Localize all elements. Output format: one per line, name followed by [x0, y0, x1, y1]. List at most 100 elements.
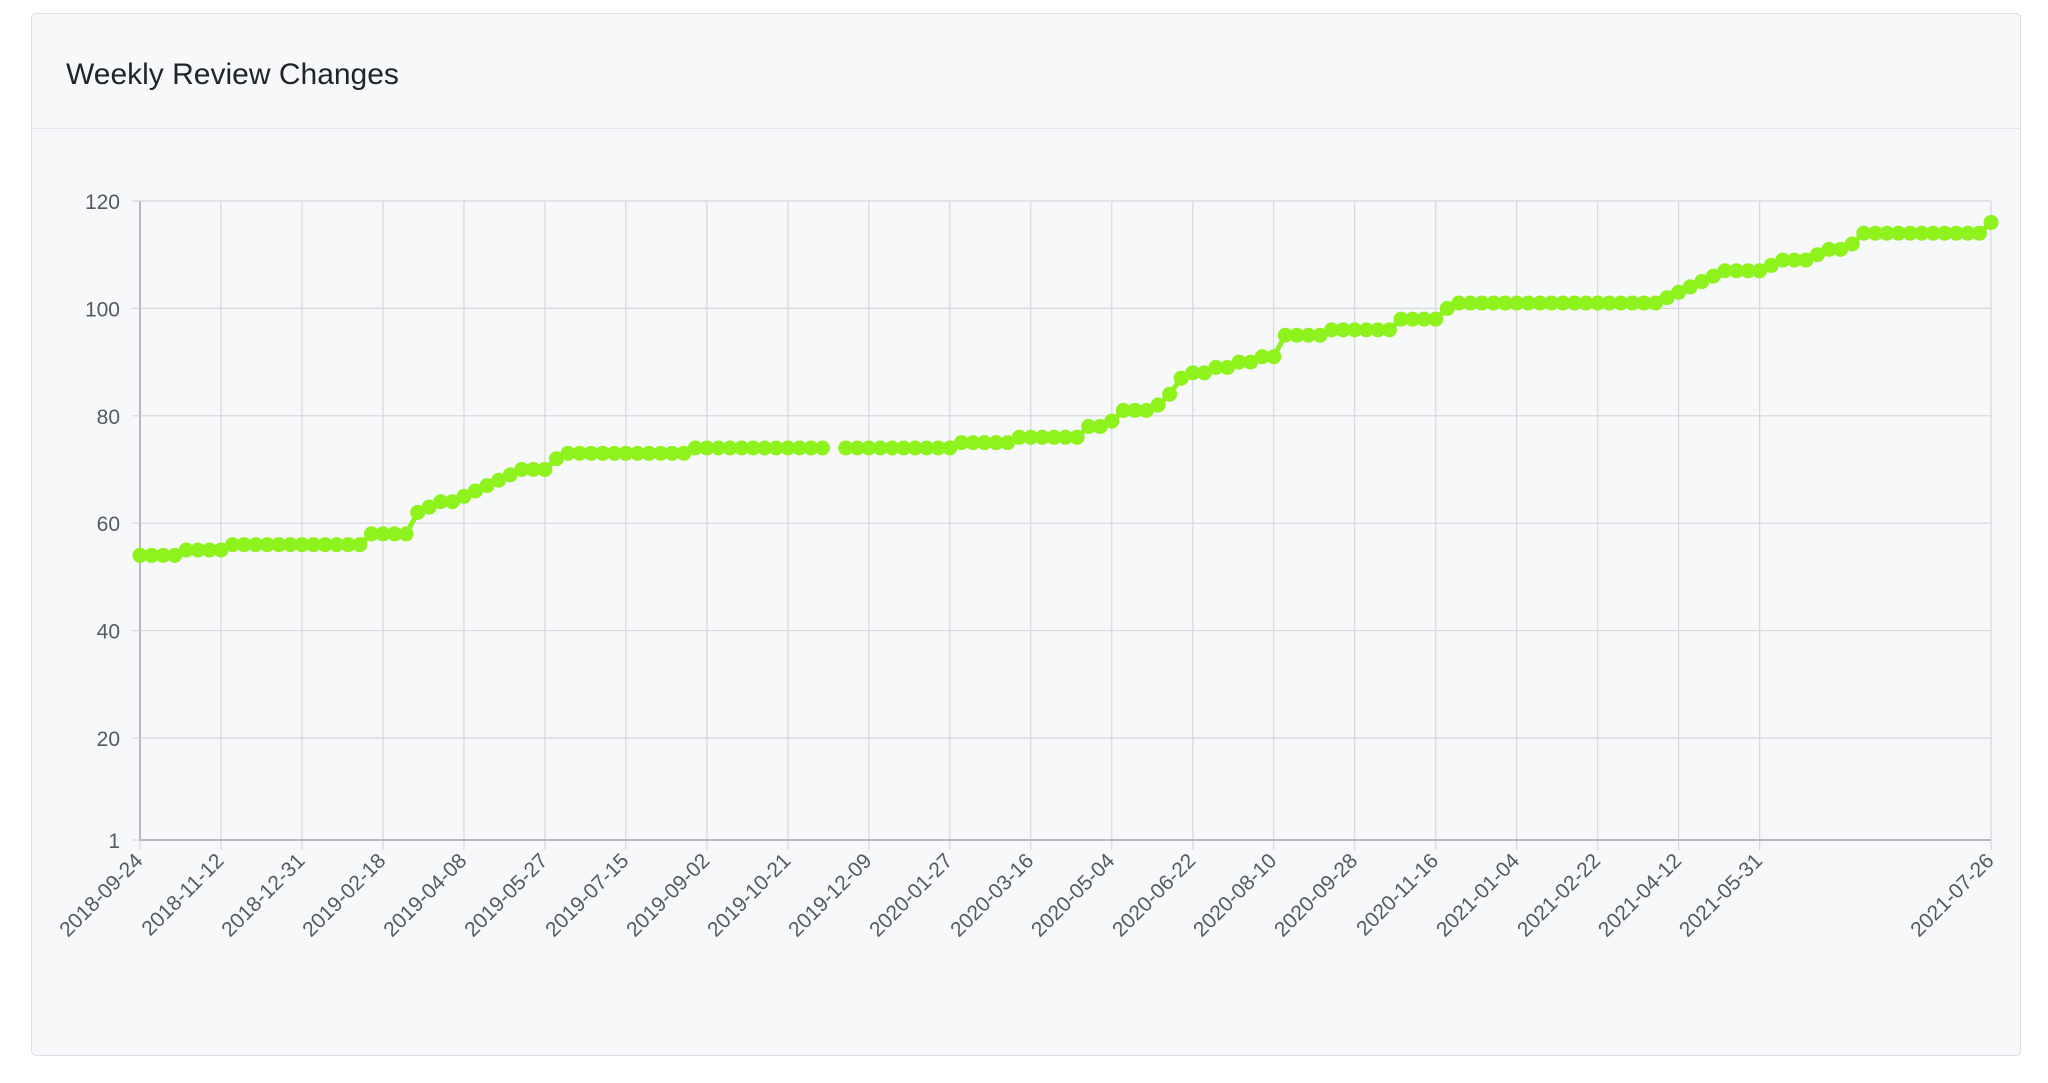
data-point	[1925, 225, 1941, 241]
data-point	[849, 440, 865, 456]
data-points	[132, 214, 1999, 563]
data-point	[1613, 295, 1629, 311]
data-point	[398, 526, 414, 542]
data-point	[1462, 295, 1478, 311]
x-tick-label: 2020-05-04	[1027, 849, 1119, 941]
data-point	[1428, 311, 1444, 327]
y-tick-label: 80	[97, 406, 120, 429]
data-point	[1358, 322, 1374, 338]
data-point	[988, 435, 1004, 451]
data-point	[1046, 429, 1062, 445]
data-point	[456, 488, 472, 504]
data-point	[803, 440, 819, 456]
data-point	[780, 440, 796, 456]
data-point	[1347, 322, 1363, 338]
data-point	[1173, 370, 1189, 386]
data-point	[710, 440, 726, 456]
y-tick-label: 60	[97, 513, 120, 536]
data-point	[595, 445, 611, 461]
data-point	[791, 440, 807, 456]
data-point	[1185, 365, 1201, 381]
data-point	[340, 537, 356, 553]
data-point	[1624, 295, 1640, 311]
x-tick-label: 2019-04-08	[379, 849, 471, 941]
data-point	[1208, 359, 1224, 375]
data-point	[1532, 295, 1548, 311]
data-point	[930, 440, 946, 456]
data-point	[1127, 402, 1143, 418]
data-point	[525, 461, 541, 477]
data-point	[1948, 225, 1964, 241]
data-point	[1474, 295, 1490, 311]
data-point	[618, 445, 634, 461]
data-point	[1416, 311, 1432, 327]
data-point	[548, 451, 564, 467]
data-point	[1705, 268, 1721, 284]
x-tick-label: 2018-09-24	[55, 849, 147, 941]
data-point	[225, 537, 241, 553]
chart-card: Weekly Review Changes	[31, 13, 2021, 1056]
data-point	[1069, 429, 1085, 445]
data-point	[1277, 327, 1293, 343]
data-point	[1567, 295, 1583, 311]
data-point	[329, 537, 345, 553]
data-point	[1138, 402, 1154, 418]
data-point	[1752, 263, 1768, 279]
data-point	[1809, 247, 1825, 263]
x-tick-label: 2021-04-12	[1594, 849, 1686, 941]
data-point	[1648, 295, 1664, 311]
data-point	[676, 445, 692, 461]
data-point	[167, 547, 183, 563]
data-point	[1335, 322, 1351, 338]
data-point	[1370, 322, 1386, 338]
data-point	[965, 435, 981, 451]
data-point	[444, 494, 460, 510]
x-tick-label: 2019-07-15	[541, 849, 633, 941]
data-point	[757, 440, 773, 456]
data-point	[1058, 429, 1073, 445]
data-point	[1219, 359, 1235, 375]
data-point	[687, 440, 703, 456]
data-point	[317, 537, 333, 553]
data-point	[502, 467, 518, 483]
data-point	[896, 440, 912, 456]
x-tick-label: 2018-11-12	[137, 849, 228, 940]
data-point	[410, 504, 426, 520]
data-point	[1867, 225, 1883, 241]
data-point	[1011, 429, 1027, 445]
data-point	[1196, 365, 1212, 381]
data-point	[248, 537, 264, 553]
x-tick-label: 2019-05-27	[460, 849, 552, 941]
x-tick-label: 2021-07-26	[1906, 849, 1998, 941]
data-point	[1879, 225, 1895, 241]
data-point	[1844, 236, 1860, 252]
data-point	[1833, 241, 1849, 257]
data-point	[1289, 327, 1305, 343]
data-point	[953, 435, 969, 451]
data-point	[375, 526, 391, 542]
data-point	[1393, 311, 1409, 327]
data-point	[1312, 327, 1328, 343]
y-tick-label: 120	[85, 191, 120, 214]
data-point	[1717, 263, 1733, 279]
data-point	[306, 537, 322, 553]
data-point	[1590, 295, 1606, 311]
data-point	[1543, 295, 1559, 311]
data-point	[1520, 295, 1536, 311]
data-point	[1243, 354, 1259, 370]
data-point	[178, 542, 194, 558]
data-point	[1786, 252, 1802, 268]
data-point	[387, 526, 403, 542]
data-point	[1798, 252, 1814, 268]
data-point	[641, 445, 657, 461]
x-tick-label: 2020-03-16	[946, 849, 1038, 941]
data-point	[653, 445, 669, 461]
data-point	[1601, 295, 1617, 311]
data-point	[1509, 295, 1525, 311]
data-point	[1451, 295, 1467, 311]
x-tick-label: 2019-12-09	[784, 849, 876, 941]
data-point	[1659, 290, 1675, 306]
x-tick-label: 2020-09-28	[1270, 849, 1362, 941]
